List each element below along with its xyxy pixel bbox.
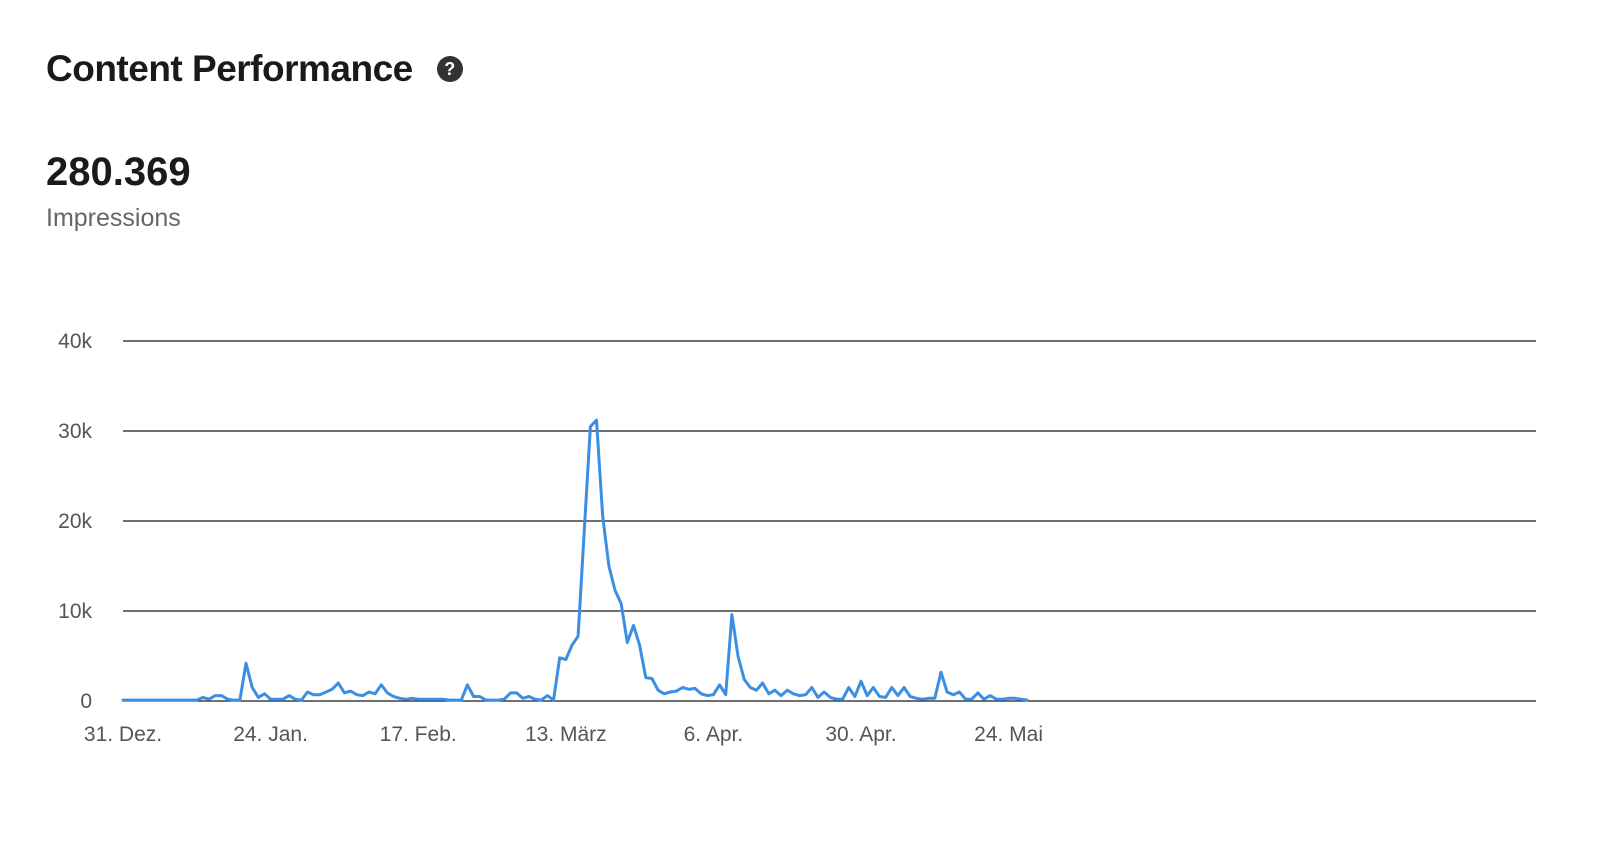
x-tick-label: 6. Apr. <box>684 723 744 746</box>
x-tick-label: 13. März <box>525 723 607 746</box>
y-tick-label: 20k <box>58 510 92 533</box>
x-tick-label: 24. Jan. <box>233 723 308 746</box>
y-tick-label: 30k <box>58 420 92 443</box>
question-circle-icon[interactable]: ? <box>436 56 463 82</box>
x-tick-label: 30. Apr. <box>825 723 896 746</box>
y-tick-label: 10k <box>58 600 92 623</box>
grid-lines <box>123 340 1536 702</box>
total-impressions-label: Impressions <box>46 204 181 232</box>
x-tick-label: 31. Dez. <box>84 723 162 746</box>
chart-header: Content Performance ? <box>46 48 463 90</box>
x-axis-ticks: 31. Dez. 24. Jan. 17. Feb. 13. März 6. Apr. 3… <box>84 723 1043 746</box>
page-title: Content Performance <box>46 48 413 89</box>
y-axis-ticks: 0 10k 20k 30k 40k <box>58 330 92 713</box>
series-group <box>121 418 1029 702</box>
y-tick-label: 0 <box>80 690 92 713</box>
y-tick-label: 40k <box>58 330 92 353</box>
total-impressions-value: 280.369 <box>46 150 191 194</box>
x-tick-label: 24. Mai <box>974 723 1043 746</box>
series-line-impressions <box>121 418 1029 702</box>
x-tick-label: 17. Feb. <box>380 723 457 746</box>
